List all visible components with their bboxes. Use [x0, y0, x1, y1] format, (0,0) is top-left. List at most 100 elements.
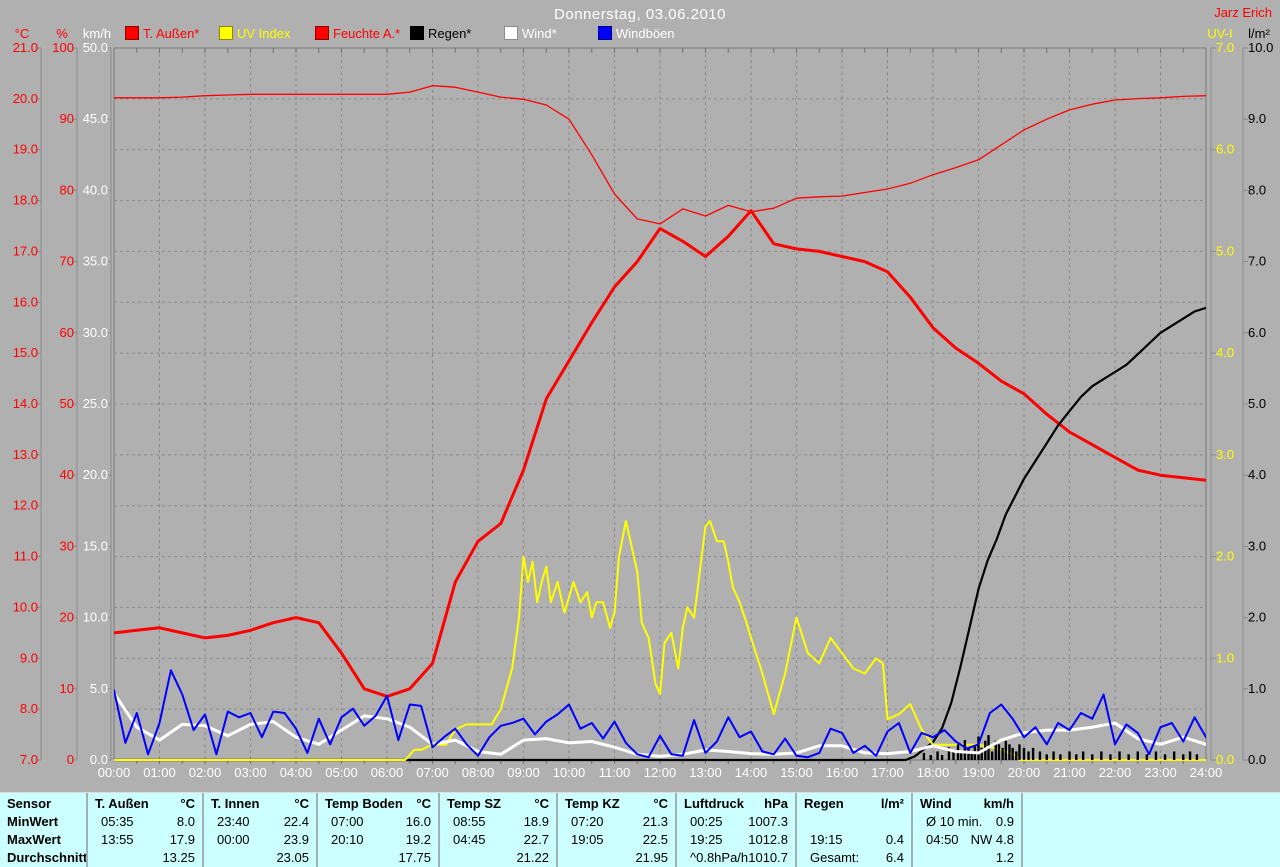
legend-label: Regen*	[428, 26, 472, 41]
stats-min-time: Ø 10 min.	[926, 814, 983, 829]
stats-max-value: 0.4	[885, 832, 904, 847]
tick-label-temp-12.0: 12.0	[13, 498, 38, 513]
stats-table: Sensor MinWert MaxWert Durchschnitt T. Außen…	[0, 793, 1280, 867]
rain-bar	[1038, 751, 1042, 760]
rain-bar	[1001, 747, 1004, 760]
stats-max-value: 17.9	[169, 832, 195, 847]
stats-sensor-name: Luftdruck	[684, 796, 744, 811]
rain-bar	[1008, 744, 1011, 760]
tick-label-temp-10.0: 10.0	[13, 599, 38, 614]
legend-item-regen[interactable]: Regen*	[410, 26, 472, 41]
tick-label-uv-7.0: 7.0	[1216, 40, 1234, 55]
axis-unit-humidity: %	[56, 26, 68, 41]
stats-avg-time	[204, 849, 217, 867]
rain-bar	[1031, 747, 1035, 760]
rain-bar	[929, 755, 932, 760]
legend-item-t-au-en[interactable]: T. Außen*	[125, 26, 199, 41]
x-tick-label-03-00: 03:00	[234, 765, 267, 780]
x-tick-label-17-00: 17:00	[871, 765, 904, 780]
tick-label-temp-18.0: 18.0	[13, 193, 38, 208]
tick-label-temp-13.0: 13.0	[13, 447, 38, 462]
x-tick-label-12-00: 12:00	[644, 765, 677, 780]
tick-label-uv-3.0: 3.0	[1216, 447, 1234, 462]
rain-bar	[1068, 751, 1071, 760]
tick-label-wind-5.0: 5.0	[90, 681, 108, 696]
x-tick-label-11-00: 11:00	[599, 765, 631, 780]
stats-avg-value: 21.22	[516, 850, 549, 865]
tick-label-temp-7.0: 7.0	[20, 752, 38, 767]
x-tick-label-01-00: 01:00	[143, 765, 176, 780]
rain-bar	[967, 747, 970, 760]
x-tick-label-22-00: 22:00	[1099, 765, 1132, 780]
tick-label-wind-40.0: 40.0	[83, 182, 108, 197]
stats-avg-value: 21.95	[635, 850, 668, 865]
x-tick-label-23-00: 23:00	[1144, 765, 1177, 780]
tick-label-temp-14.0: 14.0	[13, 396, 38, 411]
stats-min-time: 07:20	[571, 814, 604, 829]
stats-max-time: 04:50	[926, 832, 959, 847]
x-tick-label-13-00: 13:00	[689, 765, 722, 780]
rain-bar	[1163, 754, 1167, 760]
stats-avg-value: 13.25	[162, 850, 195, 865]
tick-label-temp-9.0: 9.0	[20, 650, 38, 665]
stats-sensor-unit: °C	[534, 796, 549, 811]
stats-min-value: 16.0	[405, 814, 431, 829]
stats-avg-value: 1.2	[995, 850, 1014, 865]
tick-label-humidity-10: 10	[60, 681, 74, 696]
tick-label-rain-9.0: 9.0	[1248, 111, 1266, 126]
stats-max-time: 19:25	[690, 832, 723, 847]
legend-item-wind[interactable]: Wind*	[504, 26, 557, 41]
x-tick-label-02-00: 02:00	[189, 765, 222, 780]
stats-max-value: 19.2	[405, 832, 431, 847]
stats-min-time: 05:35	[101, 814, 134, 829]
tick-label-wind-15.0: 15.0	[83, 538, 108, 553]
stats-avg-time	[558, 849, 571, 867]
legend-item-feuchte-a[interactable]: Feuchte A.*	[315, 26, 400, 41]
tick-label-rain-6.0: 6.0	[1248, 325, 1266, 340]
x-tick-label-10-00: 10:00	[553, 765, 586, 780]
rain-bar	[960, 751, 963, 760]
axis-unit-rain: l/m²	[1248, 26, 1270, 41]
axis-unit-uv: UV-I	[1207, 26, 1232, 41]
stats-max-time: 04:45	[453, 832, 486, 847]
stats-min-time: 08:55	[453, 814, 486, 829]
tick-label-uv-5.0: 5.0	[1216, 243, 1234, 258]
axis-unit-wind: km/h	[83, 26, 111, 41]
series-regen	[114, 306, 1206, 762]
x-tick-label-16-00: 16:00	[826, 765, 859, 780]
legend-item-windb-en[interactable]: Windböen	[598, 26, 675, 41]
stats-min-value: 8.0	[176, 814, 195, 829]
rain-bar	[963, 740, 967, 760]
stats-row-label-min: MinWert	[7, 814, 59, 829]
stats-avg-value: 6.4	[885, 850, 904, 865]
chart-legend: T. Außen* UV Index Feuchte A.* Regen* Wind* W…	[0, 26, 1280, 43]
tick-label-wind-10.0: 10.0	[83, 610, 108, 625]
x-tick-label-19-00: 19:00	[962, 765, 995, 780]
tick-label-wind-20.0: 20.0	[83, 467, 108, 482]
stats-max-value: NW 4.8	[970, 832, 1014, 847]
rain-bar	[1172, 751, 1176, 760]
rain-bar	[1004, 740, 1007, 760]
stats-group-luftdruck: Luftdruck hPa 00:25 1007.3 19:25 1012.8 ^0.8hP…	[677, 793, 797, 867]
rain-bar	[1182, 754, 1185, 760]
rain-bar	[1091, 754, 1094, 760]
stats-min-value	[904, 813, 911, 831]
stats-max-time: 13:55	[101, 832, 134, 847]
legend-item-uv-index[interactable]: UV Index	[219, 26, 290, 41]
tick-label-temp-16.0: 16.0	[13, 294, 38, 309]
tick-label-wind-50.0: 50.0	[83, 40, 108, 55]
stats-sensor-unit: °C	[294, 796, 309, 811]
stats-header-sensor: Sensor	[7, 796, 52, 811]
tick-label-wind-35.0: 35.0	[83, 254, 108, 269]
rain-bar	[1059, 754, 1062, 760]
stats-avg-time: Gesamt:	[810, 850, 860, 865]
rain-bar	[977, 736, 980, 760]
stats-avg-time	[440, 849, 453, 867]
stats-sensor-name: Wind	[920, 796, 952, 811]
x-tick-label-20-00: 20:00	[1008, 765, 1041, 780]
legend-marker-windb-en	[598, 26, 612, 40]
tick-label-humidity-70: 70	[60, 254, 74, 269]
tick-label-uv-2.0: 2.0	[1216, 549, 1234, 564]
series-uv-index	[114, 520, 1206, 761]
stats-group-wind: Wind km/h Ø 10 min. 0.9 04:50 NW 4.8 1.2	[913, 793, 1023, 867]
